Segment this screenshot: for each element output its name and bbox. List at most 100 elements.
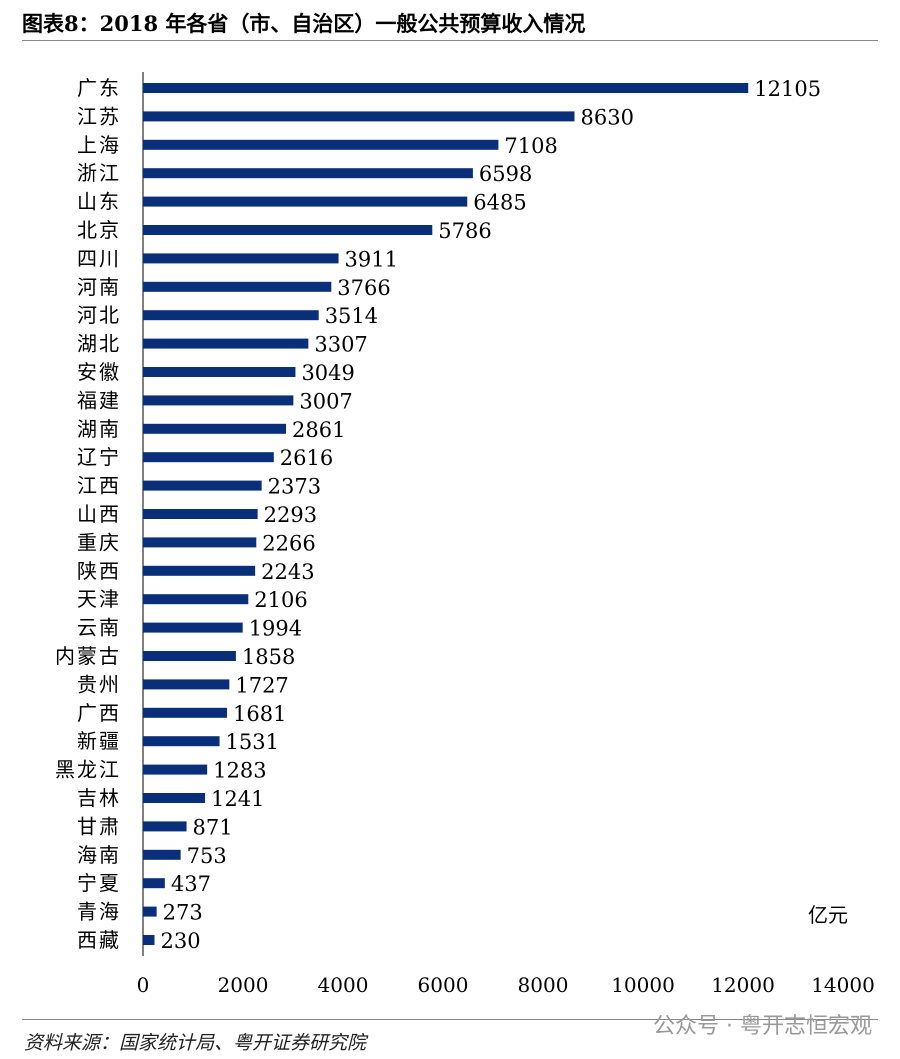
- bar: [143, 565, 256, 576]
- watermark: 公众号 · 粤开志恒宏观: [653, 1014, 872, 1039]
- category-label: 云南: [77, 616, 121, 640]
- data-label: 6485: [473, 191, 526, 215]
- category-label: 河北: [77, 303, 121, 327]
- data-label: 2243: [261, 560, 314, 584]
- category-label: 北京: [77, 218, 121, 242]
- x-tick-label: 12000: [711, 973, 775, 997]
- data-label: 7108: [504, 134, 557, 158]
- category-label: 山西: [77, 502, 121, 526]
- data-label: 3911: [345, 247, 398, 271]
- x-tick-label: 10000: [611, 973, 675, 997]
- bar: [143, 622, 243, 633]
- category-label: 西藏: [77, 928, 121, 952]
- chart-title: 图表8：2018 年各省（市、自治区）一般公共预算收入情况: [22, 11, 586, 36]
- bar: [143, 935, 155, 945]
- unit-label: 亿元: [808, 903, 848, 927]
- x-tick-label: 4000: [318, 973, 369, 997]
- data-label: 753: [187, 844, 227, 868]
- data-label: 5786: [438, 219, 491, 243]
- category-label: 江西: [77, 474, 121, 498]
- x-tick-label: 6000: [418, 973, 469, 997]
- category-label: 天津: [77, 587, 121, 611]
- category-label: 吉林: [77, 786, 121, 810]
- bar: [143, 537, 257, 548]
- bar: [143, 168, 473, 179]
- data-label: 3007: [299, 389, 352, 413]
- bar: [143, 83, 749, 93]
- data-label: 1858: [242, 645, 295, 669]
- bar: [143, 139, 499, 150]
- data-label: 230: [161, 929, 201, 953]
- bar: [143, 793, 206, 803]
- category-label: 重庆: [77, 530, 121, 554]
- bar: [143, 594, 249, 605]
- bar: [143, 452, 274, 463]
- bar: [143, 764, 208, 775]
- category-label: 江苏: [77, 104, 121, 128]
- data-label: 2616: [280, 446, 333, 470]
- data-label: 1283: [213, 759, 266, 783]
- bar: [143, 196, 468, 207]
- bar: [143, 310, 319, 321]
- bar: [143, 736, 220, 747]
- data-label: 2293: [264, 503, 317, 527]
- bar-chart: 广东 12105 江苏 8630 上海 7108 浙江 6598 山东 6485 北京 5786 四川 3…: [55, 72, 875, 997]
- data-label: 1994: [249, 617, 302, 641]
- category-label: 四川: [77, 246, 121, 270]
- bar: [143, 423, 287, 434]
- bar: [143, 253, 339, 264]
- source-note: 资料来源：国家统计局、粤开证券研究院: [24, 1032, 367, 1054]
- bar: [143, 480, 262, 491]
- bar: [143, 225, 433, 235]
- data-label: 871: [193, 815, 233, 839]
- bar: [143, 679, 230, 690]
- x-tick-label: 2000: [218, 973, 269, 997]
- data-label: 3307: [314, 333, 367, 357]
- data-label: 3049: [301, 361, 354, 385]
- bar: [143, 849, 181, 860]
- category-label: 内蒙古: [55, 644, 121, 668]
- bar: [143, 821, 187, 832]
- data-label: 437: [171, 872, 211, 896]
- x-tick-label: 0: [137, 973, 150, 997]
- data-label: 3766: [337, 276, 390, 300]
- category-label: 宁夏: [77, 871, 121, 895]
- data-label: 3514: [325, 304, 378, 328]
- bar: [143, 367, 296, 377]
- x-tick-label: 14000: [811, 973, 875, 997]
- data-label: 1531: [226, 730, 279, 754]
- bar: [143, 509, 258, 519]
- bar: [143, 395, 294, 406]
- data-label: 273: [163, 901, 203, 925]
- category-label: 山东: [77, 190, 121, 214]
- category-label: 黑龙江: [55, 758, 121, 782]
- bar: [143, 281, 332, 292]
- category-label: 福建: [77, 388, 121, 412]
- bar: [143, 338, 309, 349]
- data-label: 12105: [754, 77, 821, 101]
- category-label: 青海: [77, 900, 121, 924]
- data-label: 1727: [235, 673, 288, 697]
- category-label: 广东: [77, 76, 121, 100]
- category-label: 浙江: [77, 161, 121, 185]
- bar: [143, 111, 575, 122]
- bar: [143, 651, 236, 661]
- x-tick-label: 8000: [518, 973, 569, 997]
- data-label: 1241: [211, 787, 264, 811]
- category-label: 海南: [77, 843, 121, 867]
- category-label: 湖南: [77, 417, 121, 441]
- category-label: 辽宁: [77, 445, 121, 469]
- category-label: 甘肃: [77, 814, 121, 838]
- data-label: 2861: [292, 418, 345, 442]
- bar: [143, 707, 228, 718]
- category-label: 贵州: [77, 672, 121, 696]
- data-label: 2373: [268, 475, 321, 499]
- footer-divider: [22, 1019, 878, 1020]
- bar: [143, 906, 157, 917]
- data-label: 6598: [479, 162, 532, 186]
- data-label: 8630: [581, 105, 634, 129]
- data-label: 2266: [262, 531, 315, 555]
- category-label: 上海: [77, 133, 121, 157]
- category-label: 安徽: [77, 360, 121, 384]
- category-label: 广西: [77, 701, 121, 725]
